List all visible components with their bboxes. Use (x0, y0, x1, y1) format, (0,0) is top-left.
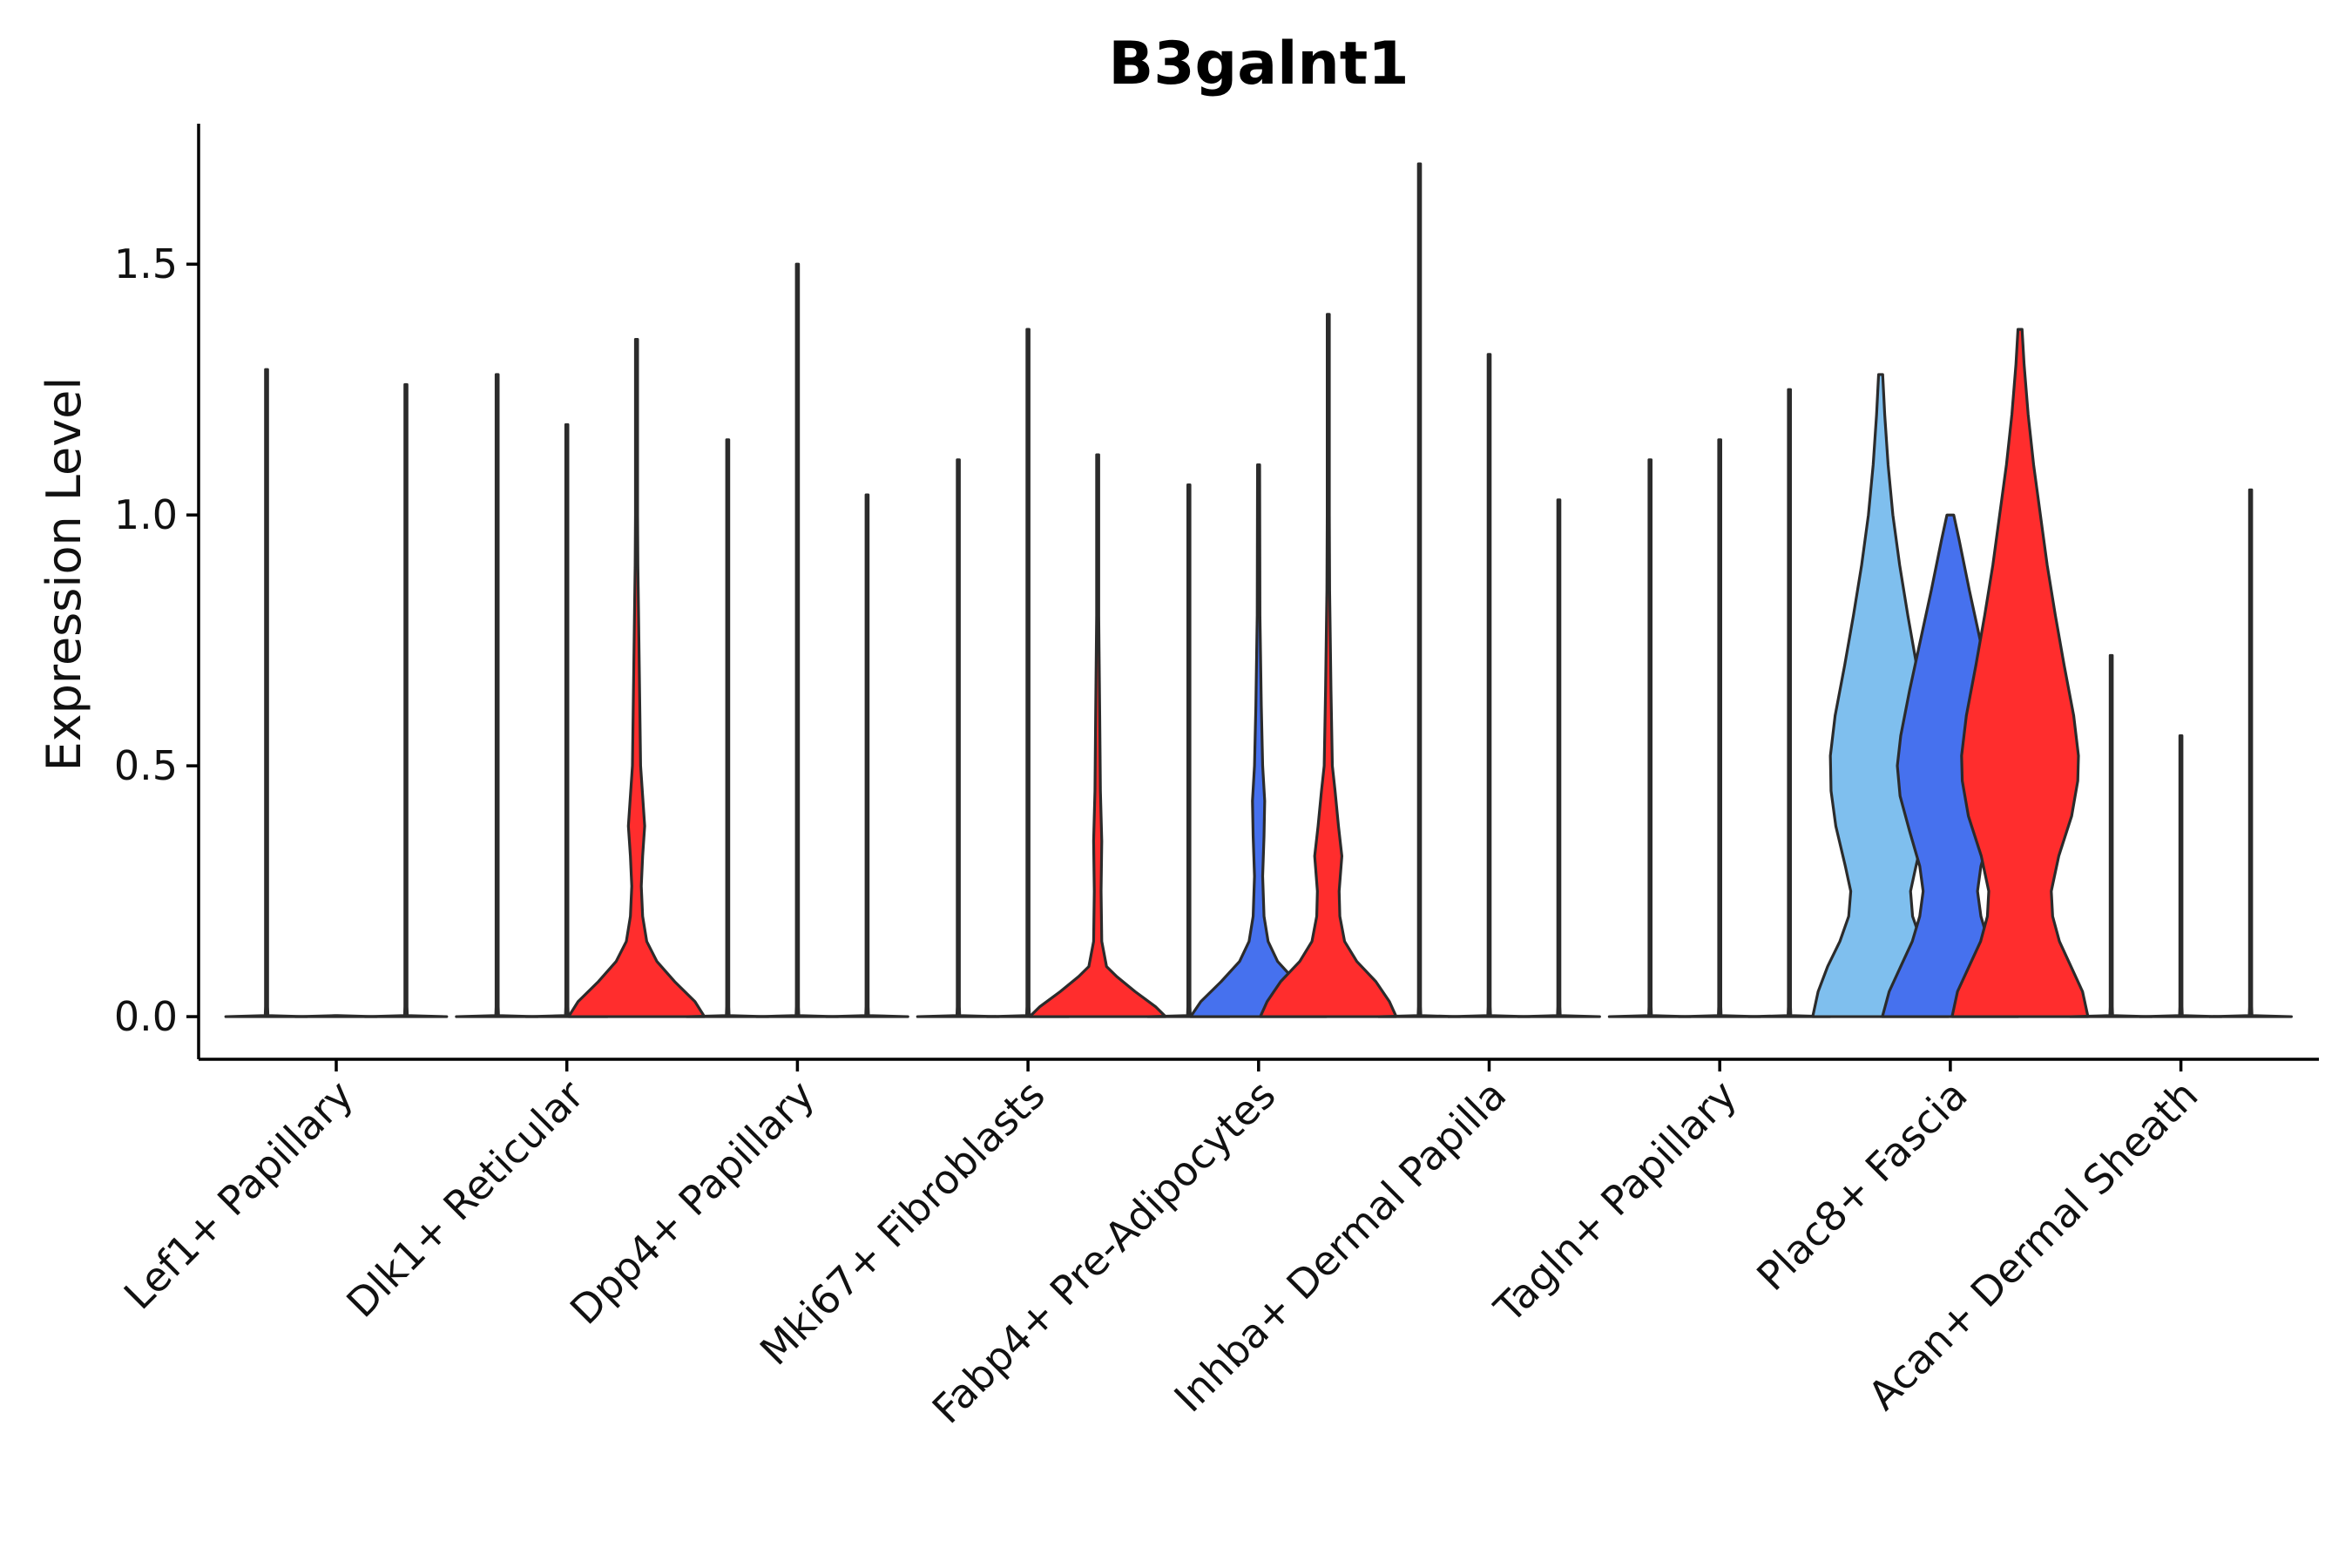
violin-group-1 (916, 458, 1001, 1018)
violin-group-2 (1677, 438, 1762, 1018)
violin-group-3 (1747, 388, 1832, 1018)
y-tick-label: 0.5 (114, 742, 178, 789)
y-tick-label: 1.5 (114, 240, 178, 287)
violin-group-2 (294, 1014, 379, 1018)
violin-group-3 (825, 493, 909, 1018)
x-category-label: Tagln+ Papillary (1484, 1071, 1746, 1333)
violin-group-2 (1189, 463, 1328, 1018)
x-category-label: Dlk1+ Reticular (337, 1071, 592, 1327)
x-category-label: Lef1+ Papillary (115, 1071, 362, 1319)
violin-group-2 (524, 422, 610, 1018)
x-category-label: Plac8+ Fascia (1747, 1071, 1976, 1300)
violin-group-1 (686, 438, 770, 1018)
violin-group-3 (567, 338, 706, 1018)
y-axis-ticks: 0.0 0.5 1.0 1.5 (114, 240, 199, 1040)
violin-group-3 (1517, 498, 1601, 1018)
violin-group-2 (2139, 733, 2223, 1018)
violin-group-1 (2069, 653, 2153, 1018)
violin-group-2 (1881, 513, 2020, 1018)
violin-group-2 (755, 262, 840, 1018)
y-axis-title: Expression Level (37, 377, 91, 772)
violin-group-1 (224, 368, 309, 1018)
y-tick-label: 1.0 (114, 491, 178, 538)
violin-group-3 (1950, 328, 2090, 1018)
violin-group-1 (455, 373, 540, 1018)
violin-group-1 (1811, 373, 1950, 1018)
violin-group-3 (2208, 488, 2293, 1018)
violin-group-3 (363, 382, 449, 1018)
violin-group-3 (1028, 453, 1167, 1018)
violin-group-3 (1259, 313, 1398, 1018)
violin-group-2 (985, 328, 1071, 1018)
x-category-label: Dpp4+ Papillary (561, 1071, 823, 1334)
violin-group-2 (1447, 353, 1531, 1018)
y-tick-label: 0.0 (114, 993, 178, 1040)
violin-group-1 (1377, 162, 1462, 1018)
violin-group-1 (1146, 483, 1232, 1018)
violin-group-1 (1607, 458, 1693, 1018)
chart-title: B3galnt1 (1108, 30, 1409, 98)
violins-layer (224, 162, 2293, 1018)
